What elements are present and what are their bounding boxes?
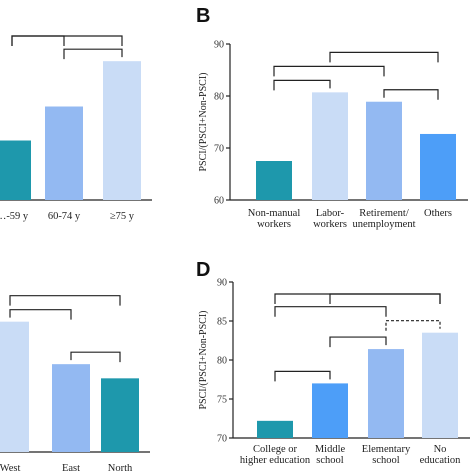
bar	[312, 92, 348, 200]
bar	[103, 61, 141, 200]
bar	[422, 332, 458, 438]
x-category-label: West	[0, 463, 20, 474]
y-tick-label: 90	[217, 278, 227, 289]
panel-label-d: D	[196, 259, 210, 281]
significance-bracket	[274, 293, 441, 304]
y-tick-label: 85	[217, 317, 227, 328]
panel-a-chart: …-59 y 60-74 y ≥75 y	[0, 35, 152, 222]
significance-bracket	[385, 320, 441, 331]
significance-bracket	[383, 89, 439, 100]
x-category-label: ≥75 y	[110, 211, 135, 222]
bar	[101, 378, 139, 452]
x-category-label: Middle school	[315, 444, 346, 466]
bar	[256, 161, 292, 200]
significance-bracket	[11, 35, 123, 46]
x-category-label: Elementary school	[362, 444, 411, 466]
y-tick-label: 90	[214, 40, 224, 51]
y-axis-label: PSCI/(PSCI+Non-PSCI)	[198, 311, 209, 410]
bar	[0, 321, 29, 452]
significance-bracket	[273, 79, 331, 91]
significance-bracket	[274, 306, 387, 317]
panel-label-b: B	[196, 5, 210, 27]
significance-bracket	[274, 370, 331, 382]
panel-c-chart: West East North	[0, 295, 150, 474]
y-tick-label: 80	[214, 92, 224, 103]
x-category-label: North	[108, 463, 133, 474]
significance-bracket	[329, 293, 441, 304]
x-category-label: Labor-workers	[313, 208, 347, 230]
significance-bracket	[9, 295, 121, 306]
bar	[420, 133, 456, 200]
bar	[52, 364, 90, 452]
x-category-label: College or higher education	[240, 444, 311, 466]
panel-b-chart: 60 70 80 90 PSCI/(PSCI+Non-PSCI) Non-manual wo…	[198, 40, 468, 230]
bar	[257, 420, 293, 438]
bar	[312, 383, 348, 438]
bar	[368, 349, 404, 438]
y-tick-label: 80	[217, 356, 227, 367]
y-tick-label: 70	[214, 144, 224, 155]
x-category-label: Others	[424, 208, 452, 219]
bar	[0, 140, 31, 200]
y-tick-label: 75	[217, 395, 227, 406]
significance-bracket	[11, 35, 65, 46]
y-axis-label: PSCI/(PSCI+Non-PSCI)	[198, 73, 209, 172]
significance-bracket	[329, 51, 439, 63]
panel-d-chart: 70 75 80 85 90 PSCI/(PSCI+Non-PSCI) College or…	[198, 278, 470, 466]
bar	[45, 106, 83, 200]
x-category-label: 60-74 y	[48, 211, 81, 222]
significance-bracket	[63, 48, 123, 60]
x-category-label: No education	[420, 444, 462, 466]
significance-bracket	[329, 336, 387, 348]
x-category-label: Non-manual workers	[248, 208, 301, 230]
y-tick-label: 70	[217, 434, 227, 445]
x-category-label: East	[62, 463, 80, 474]
bar	[366, 101, 402, 200]
significance-bracket	[273, 65, 385, 77]
x-category-label: …-59 y	[0, 211, 29, 222]
significance-bracket	[9, 309, 72, 320]
significance-bracket	[70, 351, 121, 363]
x-category-label: Retirement/unemployment	[353, 208, 416, 230]
y-tick-label: 60	[214, 196, 224, 207]
